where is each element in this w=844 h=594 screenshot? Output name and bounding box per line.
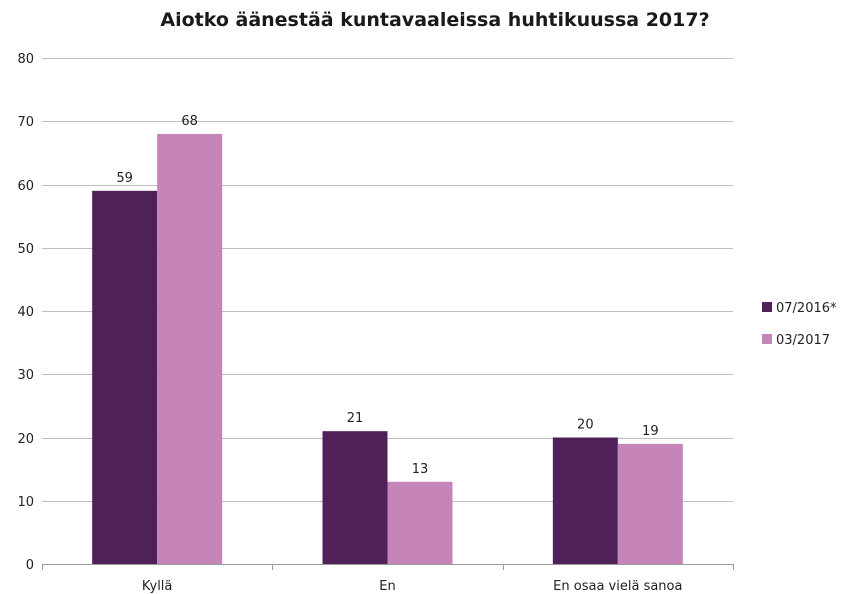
y-tick-label: 30 <box>17 368 34 383</box>
data-label: 59 <box>116 171 133 186</box>
data-label: 68 <box>181 114 198 129</box>
legend-label: 07/2016* <box>776 301 837 316</box>
x-tick-label: En <box>379 579 395 594</box>
y-tick-label: 40 <box>17 305 34 320</box>
y-tick-label: 60 <box>17 179 34 194</box>
legend: 07/2016* 03/2017 <box>762 301 837 348</box>
bar <box>617 443 683 564</box>
y-axis: 0 10 20 30 40 50 60 70 80 <box>17 52 34 573</box>
legend-label: 03/2017 <box>776 333 830 348</box>
bar <box>552 437 618 564</box>
x-tick-label: Kyllä <box>142 579 172 594</box>
data-label: 19 <box>642 424 659 439</box>
y-tick-label: 50 <box>17 242 34 257</box>
x-tick-label: En osaa vielä sanoa <box>553 579 682 594</box>
bar <box>92 190 158 564</box>
data-labels: 59 68 21 13 20 19 <box>116 114 658 477</box>
legend-swatch <box>762 334 772 344</box>
y-tick-label: 0 <box>26 558 34 573</box>
y-tick-label: 10 <box>17 495 34 510</box>
data-label: 13 <box>412 462 429 477</box>
y-tick-label: 80 <box>17 52 34 67</box>
data-label: 20 <box>577 418 594 433</box>
data-label: 21 <box>347 411 364 426</box>
legend-swatch <box>762 302 772 312</box>
bar <box>322 431 388 564</box>
bar <box>387 481 453 564</box>
x-axis: Kyllä En En osaa vielä sanoa <box>42 564 734 594</box>
chart-title: Aiotko äänestää kuntavaaleissa huhtikuus… <box>160 9 709 31</box>
y-tick-label: 20 <box>17 432 34 447</box>
bar <box>157 133 223 564</box>
y-tick-label: 70 <box>17 115 34 130</box>
bars <box>92 133 683 564</box>
